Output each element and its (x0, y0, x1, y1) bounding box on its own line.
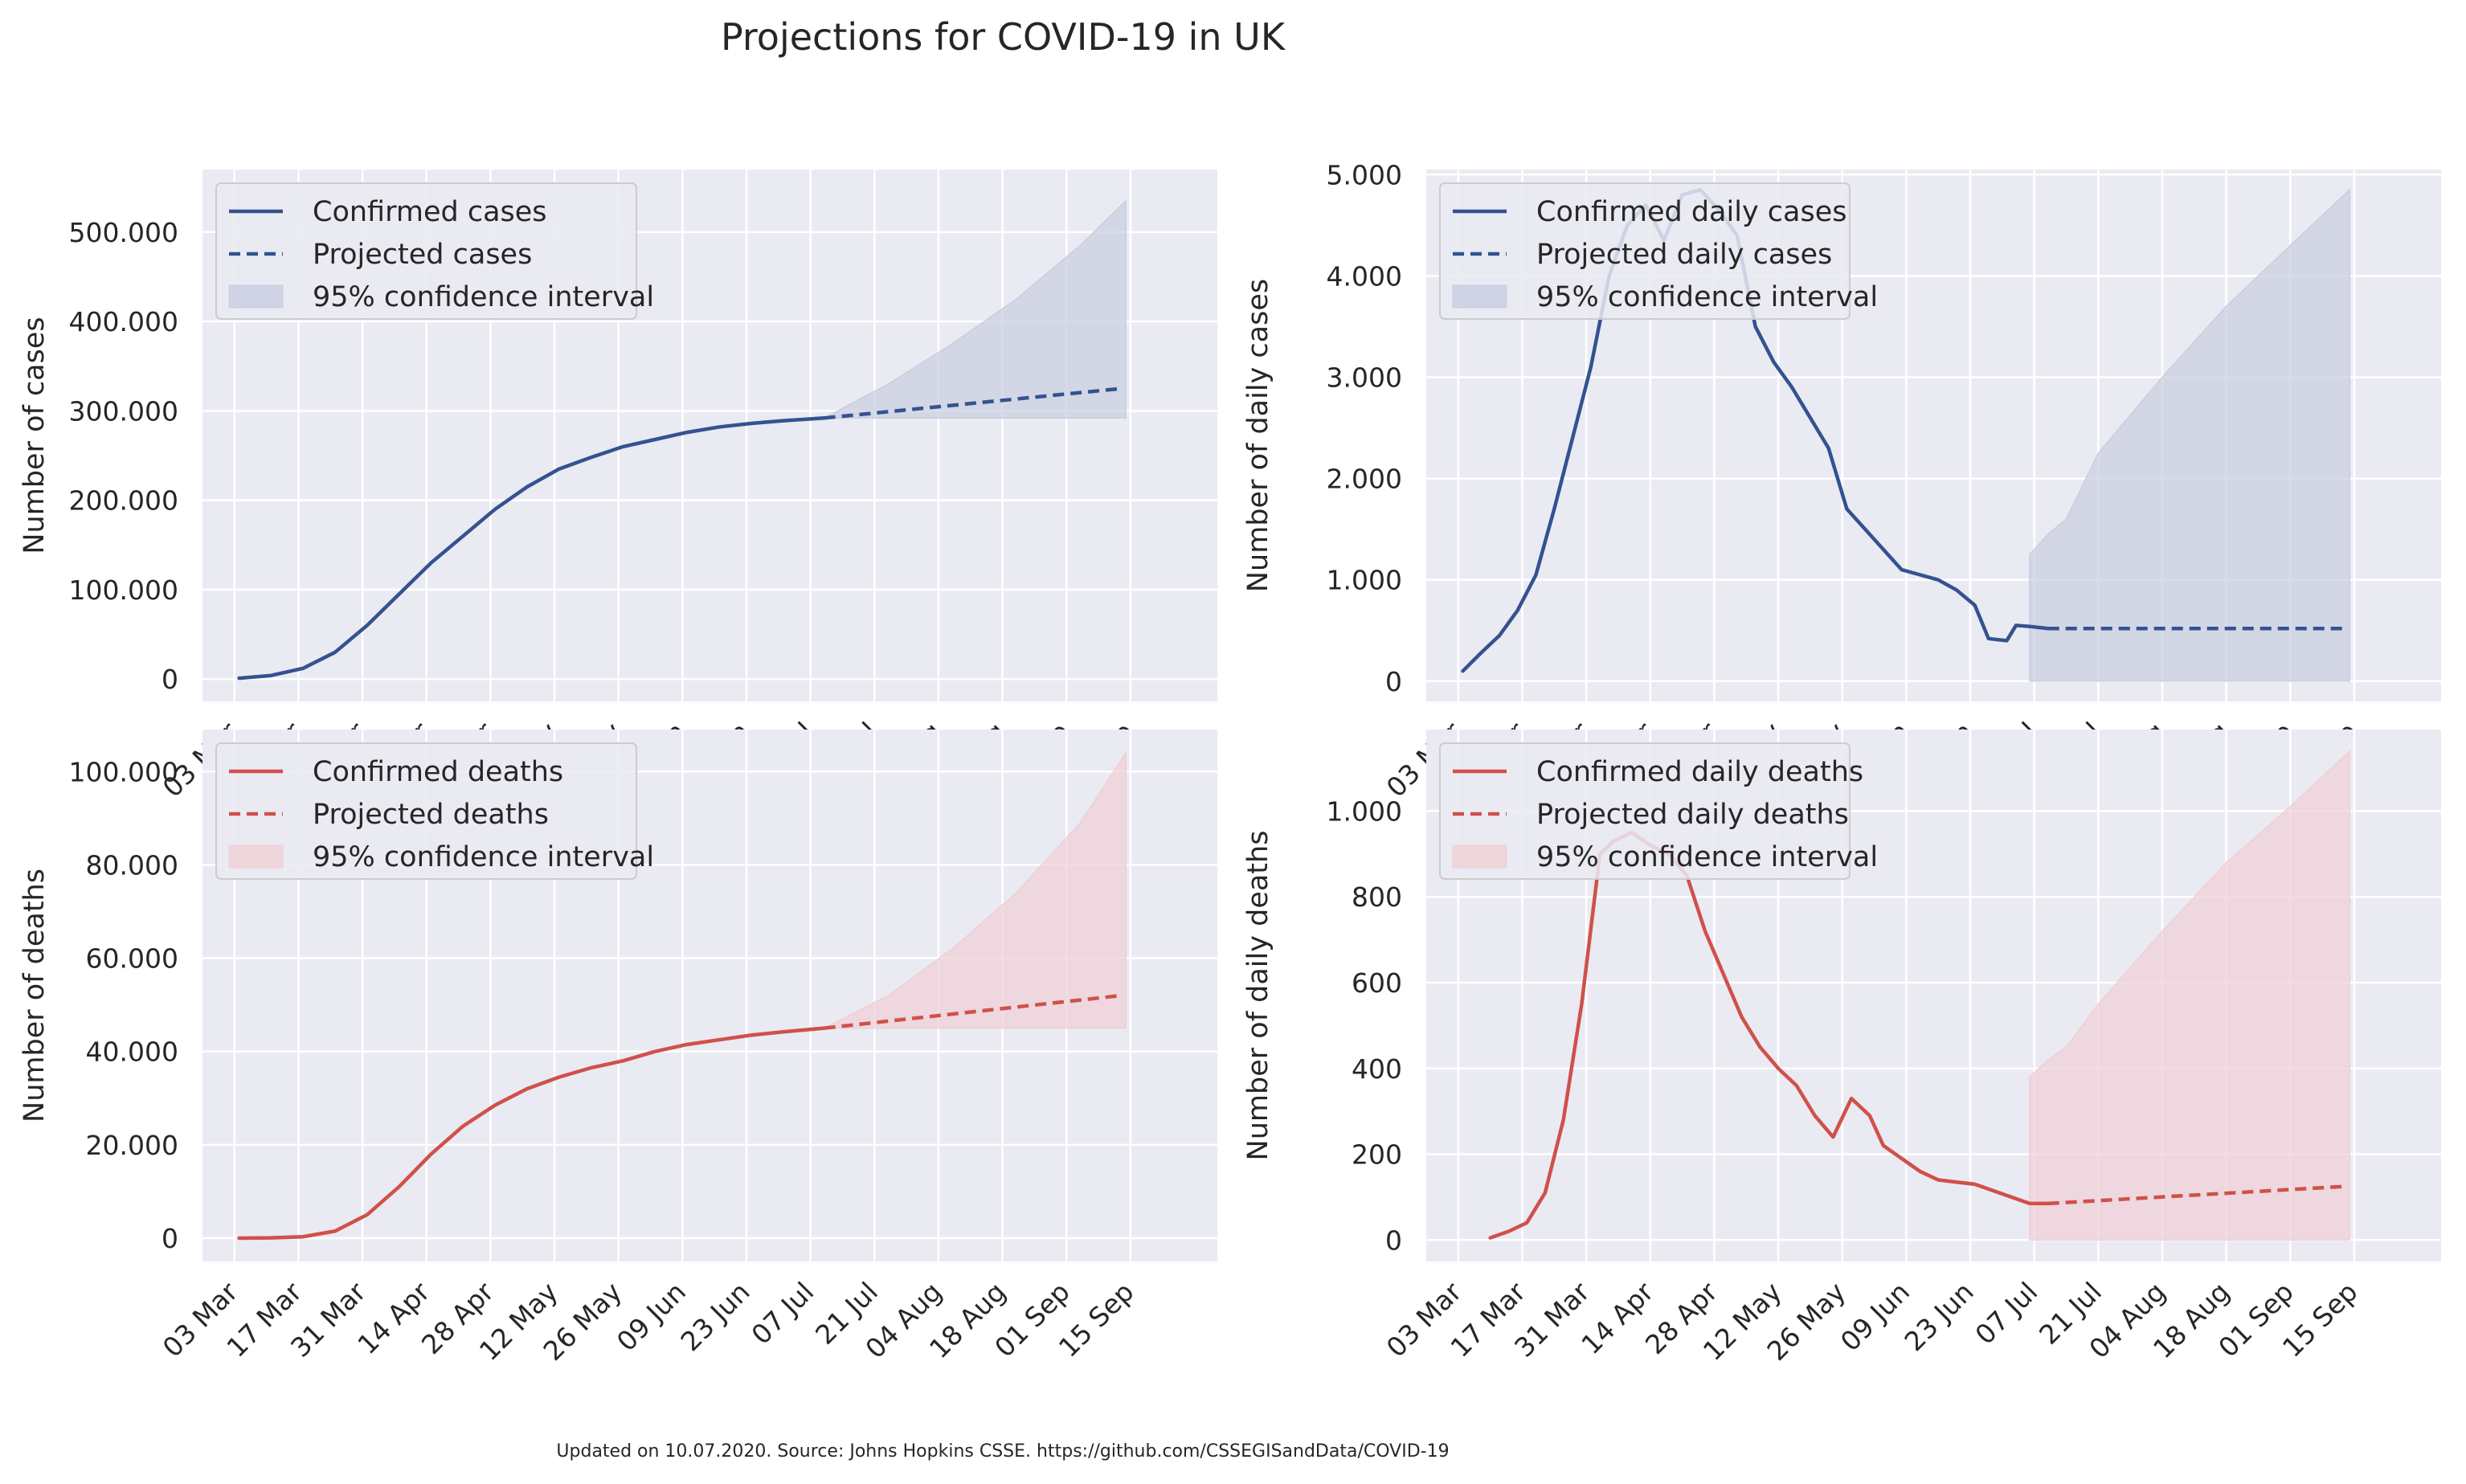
y-tick-label: 800 (1352, 881, 1402, 913)
y-tick-label: 200 (1352, 1139, 1402, 1171)
legend-entry: Projected deaths (313, 799, 549, 831)
legend-box (1439, 182, 1851, 320)
y-tick-label: 400.000 (69, 306, 178, 337)
y-tick-label: 400 (1352, 1053, 1402, 1085)
y-tick-label: 1.000 (1327, 795, 1402, 827)
confidence-band (2029, 749, 2350, 1241)
legend-entry: 95% confidence interval (1536, 281, 1878, 313)
y-tick-label: 60.000 (86, 943, 178, 975)
legend: Confirmed daily deaths Projected daily de… (1439, 742, 1878, 880)
legend-entry: Projected daily cases (1536, 239, 1832, 271)
legend-entry: 95% confidence interval (313, 281, 654, 313)
legend: Confirmed daily cases Projected daily cas… (1439, 182, 1878, 320)
y-tick-label: 40.000 (86, 1036, 178, 1068)
legend-entry: Confirmed cases (313, 196, 547, 228)
figure-title: Projections for COVID-19 in UK (721, 15, 1286, 59)
y-tick-label: 0 (1385, 1224, 1402, 1256)
x-tick-label: 23 Jun (1899, 1276, 1980, 1357)
y-tick-label: 2.000 (1327, 464, 1402, 495)
legend-swatch-ci (1452, 844, 1507, 869)
x-tick-label: 14 Apr (351, 1276, 436, 1360)
y-tick-label: 200.000 (69, 485, 178, 517)
x-tick-label: 09 Jun (1834, 1276, 1916, 1357)
legend: Confirmed deaths Projected deaths 95% conf… (215, 742, 654, 880)
legend-box (1439, 742, 1851, 880)
y-axis-label: Number of deaths (18, 869, 51, 1122)
projected-line (824, 386, 1122, 420)
y-tick-label: 100.000 (69, 574, 178, 606)
projected-line (824, 993, 1122, 1030)
legend-entry: Confirmed deaths (313, 756, 563, 788)
confidence-band (2029, 188, 2350, 682)
footer-source: Updated on 10.07.2020. Source: Johns Hop… (556, 1441, 1449, 1462)
y-tick-label: 0 (1385, 666, 1402, 697)
legend-entry: Confirmed daily deaths (1536, 756, 1863, 788)
legend-swatch-ci (1452, 284, 1507, 309)
y-axis-label: Number of daily deaths (1242, 831, 1274, 1161)
confirmed-line (1488, 830, 2050, 1240)
legend-swatch-ci (228, 284, 284, 309)
x-tick-label: 14 Apr (1575, 1276, 1659, 1360)
legend-entry: Confirmed daily cases (1536, 196, 1846, 228)
y-tick-label: 0 (162, 1223, 178, 1254)
y-tick-label: 0 (162, 664, 178, 695)
y-tick-label: 1.000 (1327, 565, 1402, 596)
x-tick-label: 07 Jul (745, 1276, 820, 1351)
y-axis-label: Number of daily cases (1242, 279, 1274, 592)
legend-swatch-ci (228, 844, 284, 869)
x-tick-label: 09 Jun (611, 1276, 692, 1357)
confirmed-line (1461, 187, 2050, 673)
confidence-band (824, 199, 1127, 419)
legend-box (215, 742, 637, 880)
legend-box (215, 182, 637, 320)
projected-line (2047, 1184, 2345, 1206)
confidence-band (824, 750, 1127, 1029)
legend: Confirmed cases Projected cases 95% confid… (215, 182, 654, 320)
y-tick-label: 600 (1352, 967, 1402, 999)
y-tick-label: 5.000 (1327, 159, 1402, 190)
y-tick-label: 4.000 (1327, 260, 1402, 292)
legend-entry: Projected daily deaths (1536, 799, 1849, 831)
legend-entry: Projected cases (313, 239, 532, 271)
y-tick-label: 3.000 (1327, 362, 1402, 393)
legend-entry: 95% confidence interval (1536, 841, 1878, 873)
y-tick-label: 80.000 (86, 849, 178, 881)
x-tick-label: 07 Jul (1969, 1276, 2043, 1351)
confirmed-line (237, 1026, 826, 1241)
y-tick-label: 20.000 (86, 1130, 178, 1161)
y-tick-label: 300.000 (69, 395, 178, 427)
x-tick-label: 23 Jun (675, 1276, 756, 1357)
legend-entry: 95% confidence interval (313, 841, 654, 873)
y-tick-label: 500.000 (69, 217, 178, 248)
y-tick-label: 100.000 (69, 756, 178, 787)
confirmed-line (237, 416, 826, 681)
y-axis-label: Number of cases (18, 317, 51, 554)
